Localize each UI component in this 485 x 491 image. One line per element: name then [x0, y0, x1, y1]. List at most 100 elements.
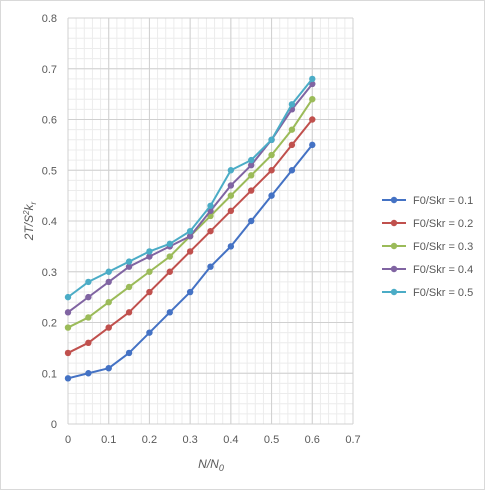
data-point: [288, 141, 296, 149]
data-point: [105, 268, 112, 275]
data-point: [227, 243, 235, 250]
data-point: [288, 101, 296, 108]
data-point: [85, 339, 92, 346]
data-point: [227, 167, 235, 174]
data-point: [268, 192, 275, 199]
legend-marker: [390, 242, 398, 250]
data-point: [146, 329, 153, 336]
data-point: [64, 324, 72, 331]
legend-marker: [390, 219, 398, 227]
legend-marker: [390, 288, 398, 296]
data-point: [125, 309, 133, 316]
x-axis-tick-labels: 0 0.1 0.2 0.3 0.4 0.5 0.6 0.7: [65, 434, 361, 446]
legend-marker: [390, 265, 398, 273]
x-tick-label: 0.3: [182, 434, 197, 446]
data-point: [309, 141, 316, 149]
data-point: [105, 278, 112, 286]
legend: F0/Skr = 0.1 F0/Skr = 0.2 F0/Skr = 0.3 F0/S…: [382, 195, 473, 299]
legend-label: F0/Skr = 0.3: [413, 241, 473, 253]
y-tick-label: 0.5: [42, 165, 57, 177]
x-tick-label: 0.5: [264, 434, 279, 446]
data-point: [288, 167, 296, 174]
data-point: [85, 278, 92, 286]
data-point: [186, 233, 194, 240]
data-point: [186, 248, 194, 255]
x-tick-label: 0: [65, 434, 71, 446]
data-point: [166, 253, 173, 260]
data-point: [186, 288, 194, 296]
x-tick-label: 0.7: [345, 434, 360, 446]
data-point: [248, 172, 255, 179]
data-point: [64, 293, 72, 301]
data-point: [309, 96, 316, 103]
x-tick-label: 0.2: [142, 434, 157, 446]
x-tick-label: 0.6: [305, 434, 320, 446]
series-layer: [64, 75, 316, 382]
data-point: [166, 268, 173, 275]
data-point: [268, 151, 275, 159]
data-point: [125, 283, 133, 291]
data-point: [85, 314, 92, 321]
data-point: [268, 136, 275, 143]
y-axis-title-main: 2T/S: [22, 215, 36, 241]
data-point: [207, 227, 214, 235]
y-tick-label: 0.4: [42, 216, 57, 228]
data-point: [105, 299, 112, 306]
data-point: [125, 349, 133, 357]
y-axis-title-superscript: 2: [22, 210, 31, 216]
data-point: [248, 217, 255, 225]
y-tick-label: 0.1: [42, 368, 57, 380]
legend-item: F0/Skr = 0.1: [382, 195, 473, 207]
data-point: [105, 364, 112, 372]
series-2: [64, 116, 316, 357]
series-1: [64, 141, 316, 382]
data-point: [146, 288, 153, 296]
data-point: [125, 263, 133, 270]
data-point: [248, 187, 255, 194]
series-5: [64, 75, 316, 301]
legend-label: F0/Skr = 0.1: [413, 195, 473, 207]
x-tick-label: 0.1: [101, 434, 116, 446]
data-point: [85, 293, 92, 301]
y-tick-label: 0.3: [42, 267, 57, 279]
data-point: [146, 248, 153, 255]
data-point: [227, 182, 235, 189]
legend-item: F0/Skr = 0.3: [382, 241, 473, 253]
data-point: [227, 207, 235, 215]
y-tick-label: 0.2: [42, 318, 57, 330]
data-point: [146, 253, 153, 260]
y-axis-tick-labels: 0 0.1 0.2 0.3 0.4 0.5 0.6 0.7 0.8: [42, 13, 57, 431]
y-tick-label: 0.8: [42, 13, 57, 25]
data-point: [248, 161, 255, 169]
data-point: [85, 370, 92, 377]
data-point: [268, 167, 275, 174]
data-point: [64, 309, 72, 316]
legend-label: F0/Skr = 0.4: [413, 264, 473, 276]
data-point: [186, 227, 194, 235]
data-point: [309, 116, 316, 123]
y-tick-label: 0.6: [42, 115, 57, 127]
data-point: [166, 240, 173, 248]
data-point: [125, 258, 133, 265]
data-point: [207, 263, 214, 270]
svg-text:2T/S2kr: 2T/S2kr: [22, 201, 38, 241]
legend-marker: [390, 196, 398, 204]
data-point: [248, 156, 255, 164]
y-tick-label: 0: [51, 419, 57, 431]
x-axis-title: N/N0: [198, 457, 224, 473]
x-axis-title-subscript: 0: [219, 463, 224, 473]
y-axis-title-subscript: r: [29, 201, 38, 204]
data-point: [288, 126, 296, 133]
data-point: [166, 309, 173, 316]
data-point: [309, 75, 316, 83]
data-point: [227, 192, 235, 199]
data-point: [207, 202, 214, 209]
x-axis-title-main: N/N: [198, 457, 219, 471]
legend-label: F0/Skr = 0.2: [413, 218, 473, 230]
legend-item: F0/Skr = 0.2: [382, 218, 473, 230]
legend-label: F0/Skr = 0.5: [413, 287, 473, 299]
data-point: [64, 349, 72, 357]
svg-text:N/N0: N/N0: [198, 457, 224, 473]
